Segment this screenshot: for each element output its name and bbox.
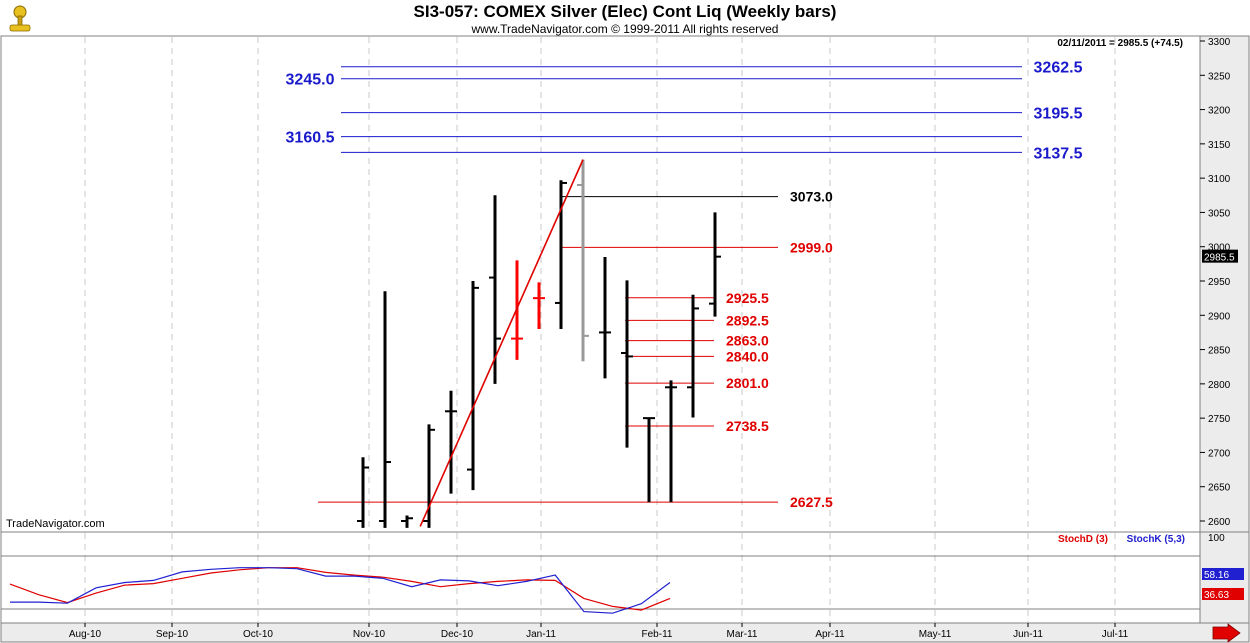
- price-tick-label: 2800: [1208, 380, 1231, 391]
- quote-readout: 02/11/2011 = 2985.5 (+74.5): [1057, 38, 1183, 49]
- date-tick-label: Mar-11: [727, 629, 758, 640]
- stoch-k-value: 58.16: [1204, 570, 1229, 581]
- stoch-d-value: 36.63: [1204, 590, 1229, 601]
- price-tick-label: 2750: [1208, 414, 1231, 425]
- date-tick-label: Sep-10: [156, 629, 189, 640]
- last-price-label: 2985.5: [1204, 253, 1235, 264]
- ohlc-bar: [379, 291, 391, 528]
- date-tick-label: May-11: [919, 629, 952, 640]
- retracement-label: 2925.5: [726, 290, 769, 306]
- ohlc-bar: [401, 515, 413, 528]
- ohlc-bar: [687, 294, 699, 418]
- retracement-label: 2738.5: [726, 418, 769, 434]
- ohlc-bar: [467, 281, 479, 491]
- price-tick-label: 2600: [1208, 517, 1231, 528]
- date-tick-label: Jan-11: [526, 629, 556, 640]
- trade-navigator-logo-icon: [9, 5, 31, 32]
- fib-level-label: 3262.5: [1034, 60, 1083, 77]
- price-tick-label: 2650: [1208, 483, 1231, 494]
- stoch-d-legend: StochD (3): [1058, 534, 1108, 545]
- date-axis-panel: [0, 622, 1250, 643]
- ohlc-bar: [665, 380, 677, 503]
- ohlc-bar: [621, 280, 633, 448]
- stoch-k-legend: StochK (5,3): [1127, 534, 1185, 545]
- price-tick-label: 3250: [1208, 71, 1231, 82]
- retracement-label: 2801.0: [726, 375, 769, 391]
- watermark-text: TradeNavigator.com: [6, 518, 105, 530]
- ohlc-bar: [357, 457, 369, 528]
- retracement-label: 2627.5: [790, 494, 833, 510]
- price-tick-label: 3100: [1208, 174, 1231, 185]
- date-tick-label: Jun-11: [1013, 629, 1043, 640]
- retracement-label: 2863.0: [726, 333, 769, 349]
- stoch-d-value-box: [1202, 588, 1244, 600]
- scroll-right-arrow-icon[interactable]: [1212, 623, 1241, 643]
- ohlc-bar: [489, 195, 501, 384]
- stoch-d-line: [9, 567, 671, 611]
- date-tick-label: Dec-10: [441, 629, 474, 640]
- ohlc-bar: [709, 212, 721, 317]
- price-tick-label: 2950: [1208, 277, 1231, 288]
- price-axis-panel: [1199, 35, 1250, 533]
- stoch-axis-100: 100: [1208, 533, 1225, 544]
- retracement-label: 3073.0: [790, 189, 833, 205]
- price-tick-label: 3300: [1208, 37, 1231, 48]
- date-tick-label: Oct-10: [243, 629, 273, 640]
- trend-line: [419, 159, 584, 527]
- chart-subtitle: www.TradeNavigator.com © 1999-2011 All r…: [471, 22, 779, 36]
- fib-level-label: 3137.5: [1034, 145, 1083, 162]
- retracement-label: 2840.0: [726, 348, 769, 364]
- fib-level-label: 3245.0: [286, 72, 335, 89]
- date-tick-label: Jul-11: [1102, 629, 1129, 640]
- price-tick-label: 2900: [1208, 311, 1231, 322]
- last-price-box: [1202, 249, 1238, 263]
- price-tick-label: 2700: [1208, 448, 1231, 459]
- price-tick-label: 3200: [1208, 106, 1231, 117]
- ohlc-bar: [423, 424, 435, 528]
- price-panel: [0, 35, 1201, 533]
- price-tick-label: 3150: [1208, 140, 1231, 151]
- ohlc-bar: [599, 257, 611, 379]
- retracement-label: 2999.0: [790, 239, 833, 255]
- date-tick-label: Nov-10: [353, 629, 386, 640]
- date-tick-label: Apr-11: [815, 629, 845, 640]
- chart-title: SI3-057: COMEX Silver (Elec) Cont Liq (W…: [413, 2, 837, 21]
- price-tick-label: 3000: [1208, 243, 1231, 254]
- stoch-k-value-box: [1202, 568, 1244, 580]
- ohlc-bar: [577, 159, 589, 362]
- date-tick-label: Aug-10: [69, 629, 102, 640]
- date-tick-label: Feb-11: [642, 629, 673, 640]
- fib-level-label: 3160.5: [286, 130, 335, 147]
- ohlc-bar: [445, 390, 457, 494]
- retracement-label: 2892.5: [726, 312, 769, 328]
- ohlc-bar: [643, 417, 655, 503]
- ohlc-bar: [555, 180, 567, 329]
- fib-level-label: 3195.5: [1034, 106, 1083, 123]
- stoch-k-line: [10, 567, 671, 614]
- price-tick-label: 3050: [1208, 208, 1231, 219]
- ohlc-bar: [533, 282, 545, 329]
- price-tick-label: 2850: [1208, 346, 1231, 357]
